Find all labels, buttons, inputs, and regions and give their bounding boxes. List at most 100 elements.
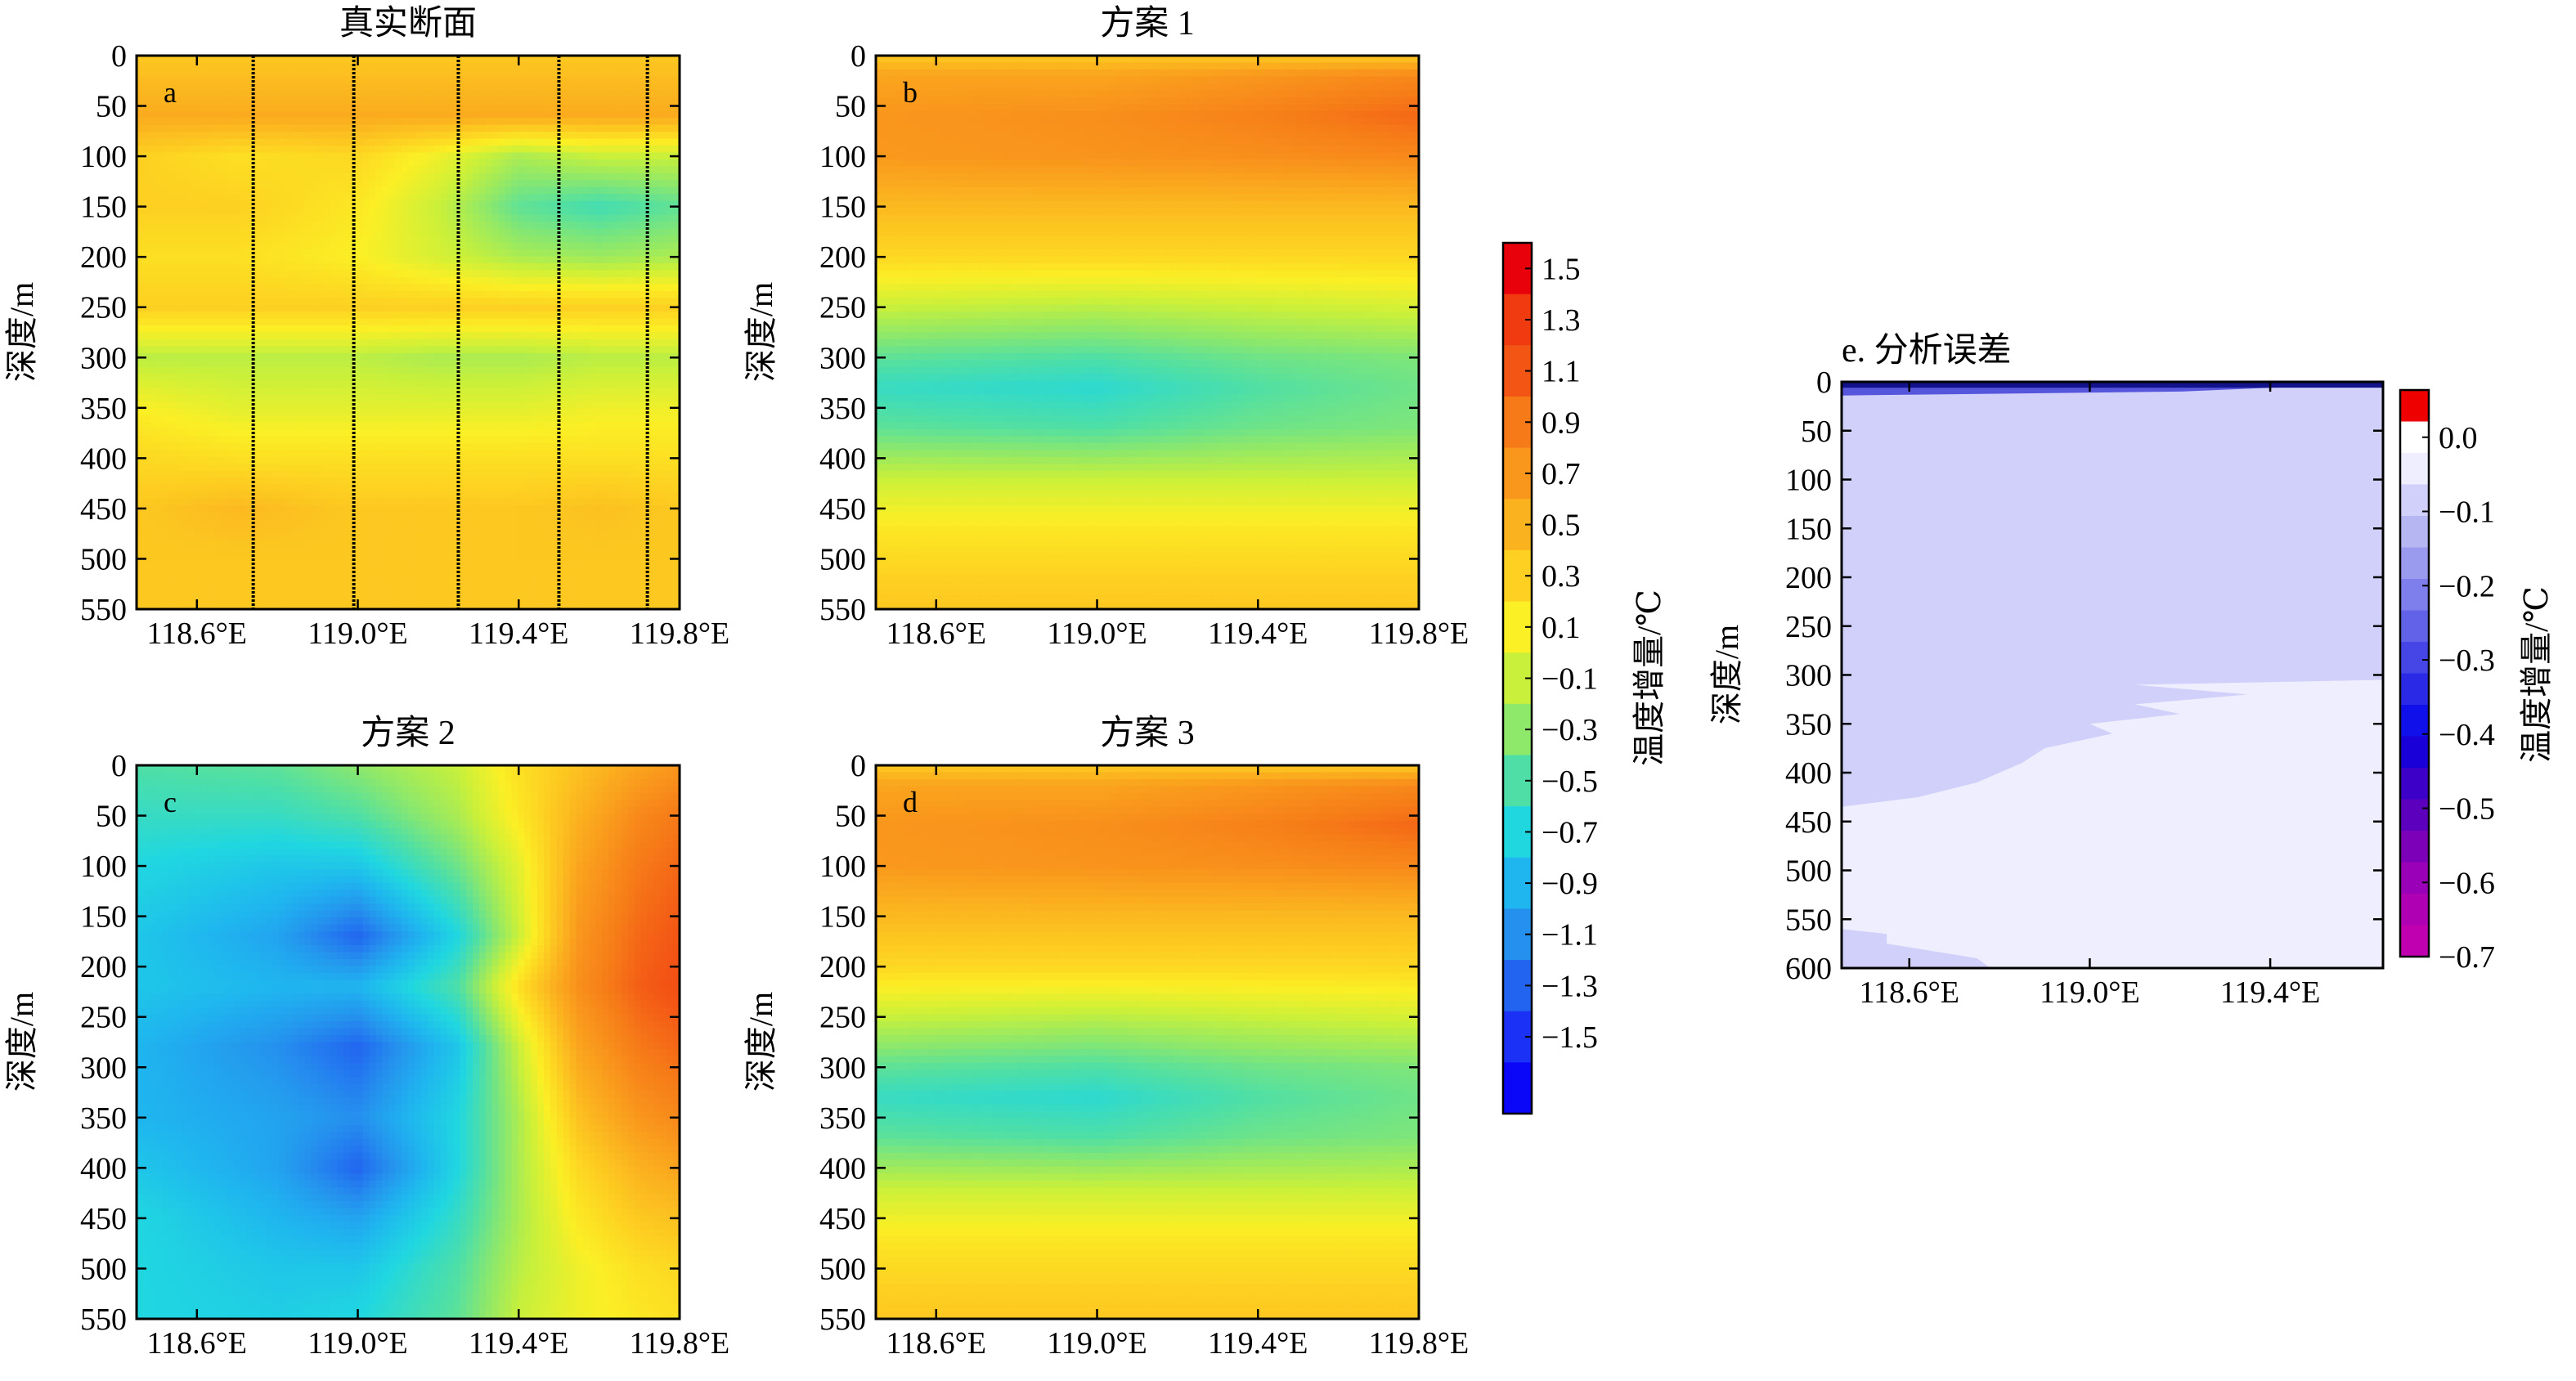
- heatmap-cell: [155, 380, 164, 388]
- heatmap-cell: [311, 346, 318, 354]
- heatmap-cell: [582, 388, 590, 396]
- heatmap-cell: [608, 62, 616, 70]
- heatmap-cell: [137, 146, 144, 154]
- heatmap-cell: [582, 194, 590, 202]
- heatmap-cell: [395, 304, 402, 312]
- heatmap-cell: [149, 200, 157, 208]
- heatmap-cell: [498, 242, 506, 250]
- heatmap-cell: [375, 110, 383, 119]
- heatmap-cell: [602, 104, 609, 112]
- heatmap-cell: [155, 304, 164, 312]
- heatmap-cell: [395, 298, 402, 306]
- heatmap-cell: [491, 312, 500, 320]
- heatmap-cell: [576, 388, 584, 396]
- heatmap-cell: [498, 456, 506, 464]
- heatmap-cell: [485, 428, 493, 437]
- heatmap-cell: [304, 408, 312, 416]
- heatmap-cell: [491, 276, 500, 285]
- heatmap-cell: [420, 312, 429, 320]
- heatmap-cell: [285, 214, 293, 222]
- heatmap-cell: [362, 132, 370, 140]
- heatmap-cell: [175, 276, 182, 285]
- heatmap-cell: [253, 110, 260, 119]
- heatmap-cell: [266, 276, 273, 285]
- heatmap-cell: [544, 360, 551, 368]
- heatmap-cell: [460, 90, 467, 98]
- heatmap-cell: [362, 146, 370, 154]
- heatmap-cell: [491, 428, 500, 437]
- heatmap-cell: [440, 394, 448, 402]
- heatmap-cell: [298, 346, 306, 354]
- heatmap-cell: [142, 208, 150, 216]
- heatmap-cell: [473, 222, 480, 230]
- heatmap-cell: [647, 325, 654, 334]
- heatmap-cell: [201, 214, 209, 222]
- heatmap-cell: [155, 242, 164, 250]
- heatmap-cell: [395, 152, 402, 160]
- heatmap-cell: [556, 304, 564, 312]
- heatmap-cell: [491, 200, 500, 208]
- heatmap-cell: [375, 304, 383, 312]
- heatmap-cell: [595, 200, 603, 208]
- heatmap-cell: [478, 415, 487, 424]
- heatmap-cell: [595, 76, 603, 84]
- heatmap-cell: [227, 298, 235, 306]
- heatmap-cell: [511, 388, 518, 396]
- heatmap-cell: [382, 380, 389, 388]
- heatmap-cell: [240, 374, 247, 382]
- heatmap-cell: [433, 325, 442, 334]
- heatmap-cell: [201, 276, 209, 285]
- heatmap-cell: [291, 401, 299, 410]
- heatmap-cell: [518, 222, 525, 230]
- heatmap-cell: [188, 464, 195, 472]
- heatmap-cell: [453, 83, 460, 91]
- heatmap-cell: [589, 450, 596, 458]
- heatmap-cell: [337, 194, 344, 202]
- heatmap-cell: [466, 456, 473, 464]
- heatmap-cell: [634, 256, 642, 264]
- heatmap-cell: [460, 456, 467, 464]
- heatmap-cell: [473, 428, 480, 437]
- heatmap-cell: [246, 401, 254, 410]
- heatmap-cell: [175, 284, 182, 292]
- heatmap-cell: [162, 284, 170, 292]
- heatmap-cell: [304, 208, 312, 216]
- heatmap-cell: [168, 276, 177, 285]
- heatmap-cell: [298, 380, 306, 388]
- heatmap-cell: [485, 173, 493, 181]
- heatmap-cell: [402, 118, 409, 126]
- heatmap-cell: [414, 104, 422, 112]
- heatmap-cell: [298, 256, 306, 264]
- heatmap-cell: [213, 242, 222, 250]
- heatmap-cell: [569, 200, 577, 208]
- heatmap-cell: [175, 242, 182, 250]
- heatmap-cell: [388, 270, 396, 278]
- heatmap-cell: [188, 290, 195, 298]
- heatmap-cell: [634, 270, 642, 278]
- heatmap-cell: [304, 159, 312, 167]
- heatmap-cell: [427, 352, 435, 361]
- heatmap-cell: [168, 235, 177, 244]
- heatmap-cell: [395, 352, 402, 361]
- heatmap-cell: [602, 380, 609, 388]
- heatmap-cell: [266, 132, 273, 140]
- heatmap-cell: [595, 104, 603, 112]
- heatmap-cell: [673, 428, 680, 437]
- heatmap-cell: [272, 186, 280, 195]
- heatmap-cell: [362, 346, 370, 354]
- heatmap-cell: [420, 200, 429, 208]
- heatmap-cell: [259, 228, 267, 236]
- heatmap-cell: [304, 401, 312, 410]
- heatmap-cell: [188, 242, 195, 250]
- heatmap-cell: [375, 118, 383, 126]
- heatmap-cell: [142, 408, 150, 416]
- heatmap-cell: [311, 118, 318, 126]
- heatmap-cell: [311, 90, 318, 98]
- heatmap-cell: [182, 464, 189, 472]
- heatmap-cell: [266, 388, 273, 396]
- heatmap-cell: [155, 374, 164, 382]
- heatmap-cell: [589, 394, 596, 402]
- heatmap-cell: [640, 436, 648, 444]
- heatmap-cell: [589, 200, 596, 208]
- heatmap-cell: [402, 90, 409, 98]
